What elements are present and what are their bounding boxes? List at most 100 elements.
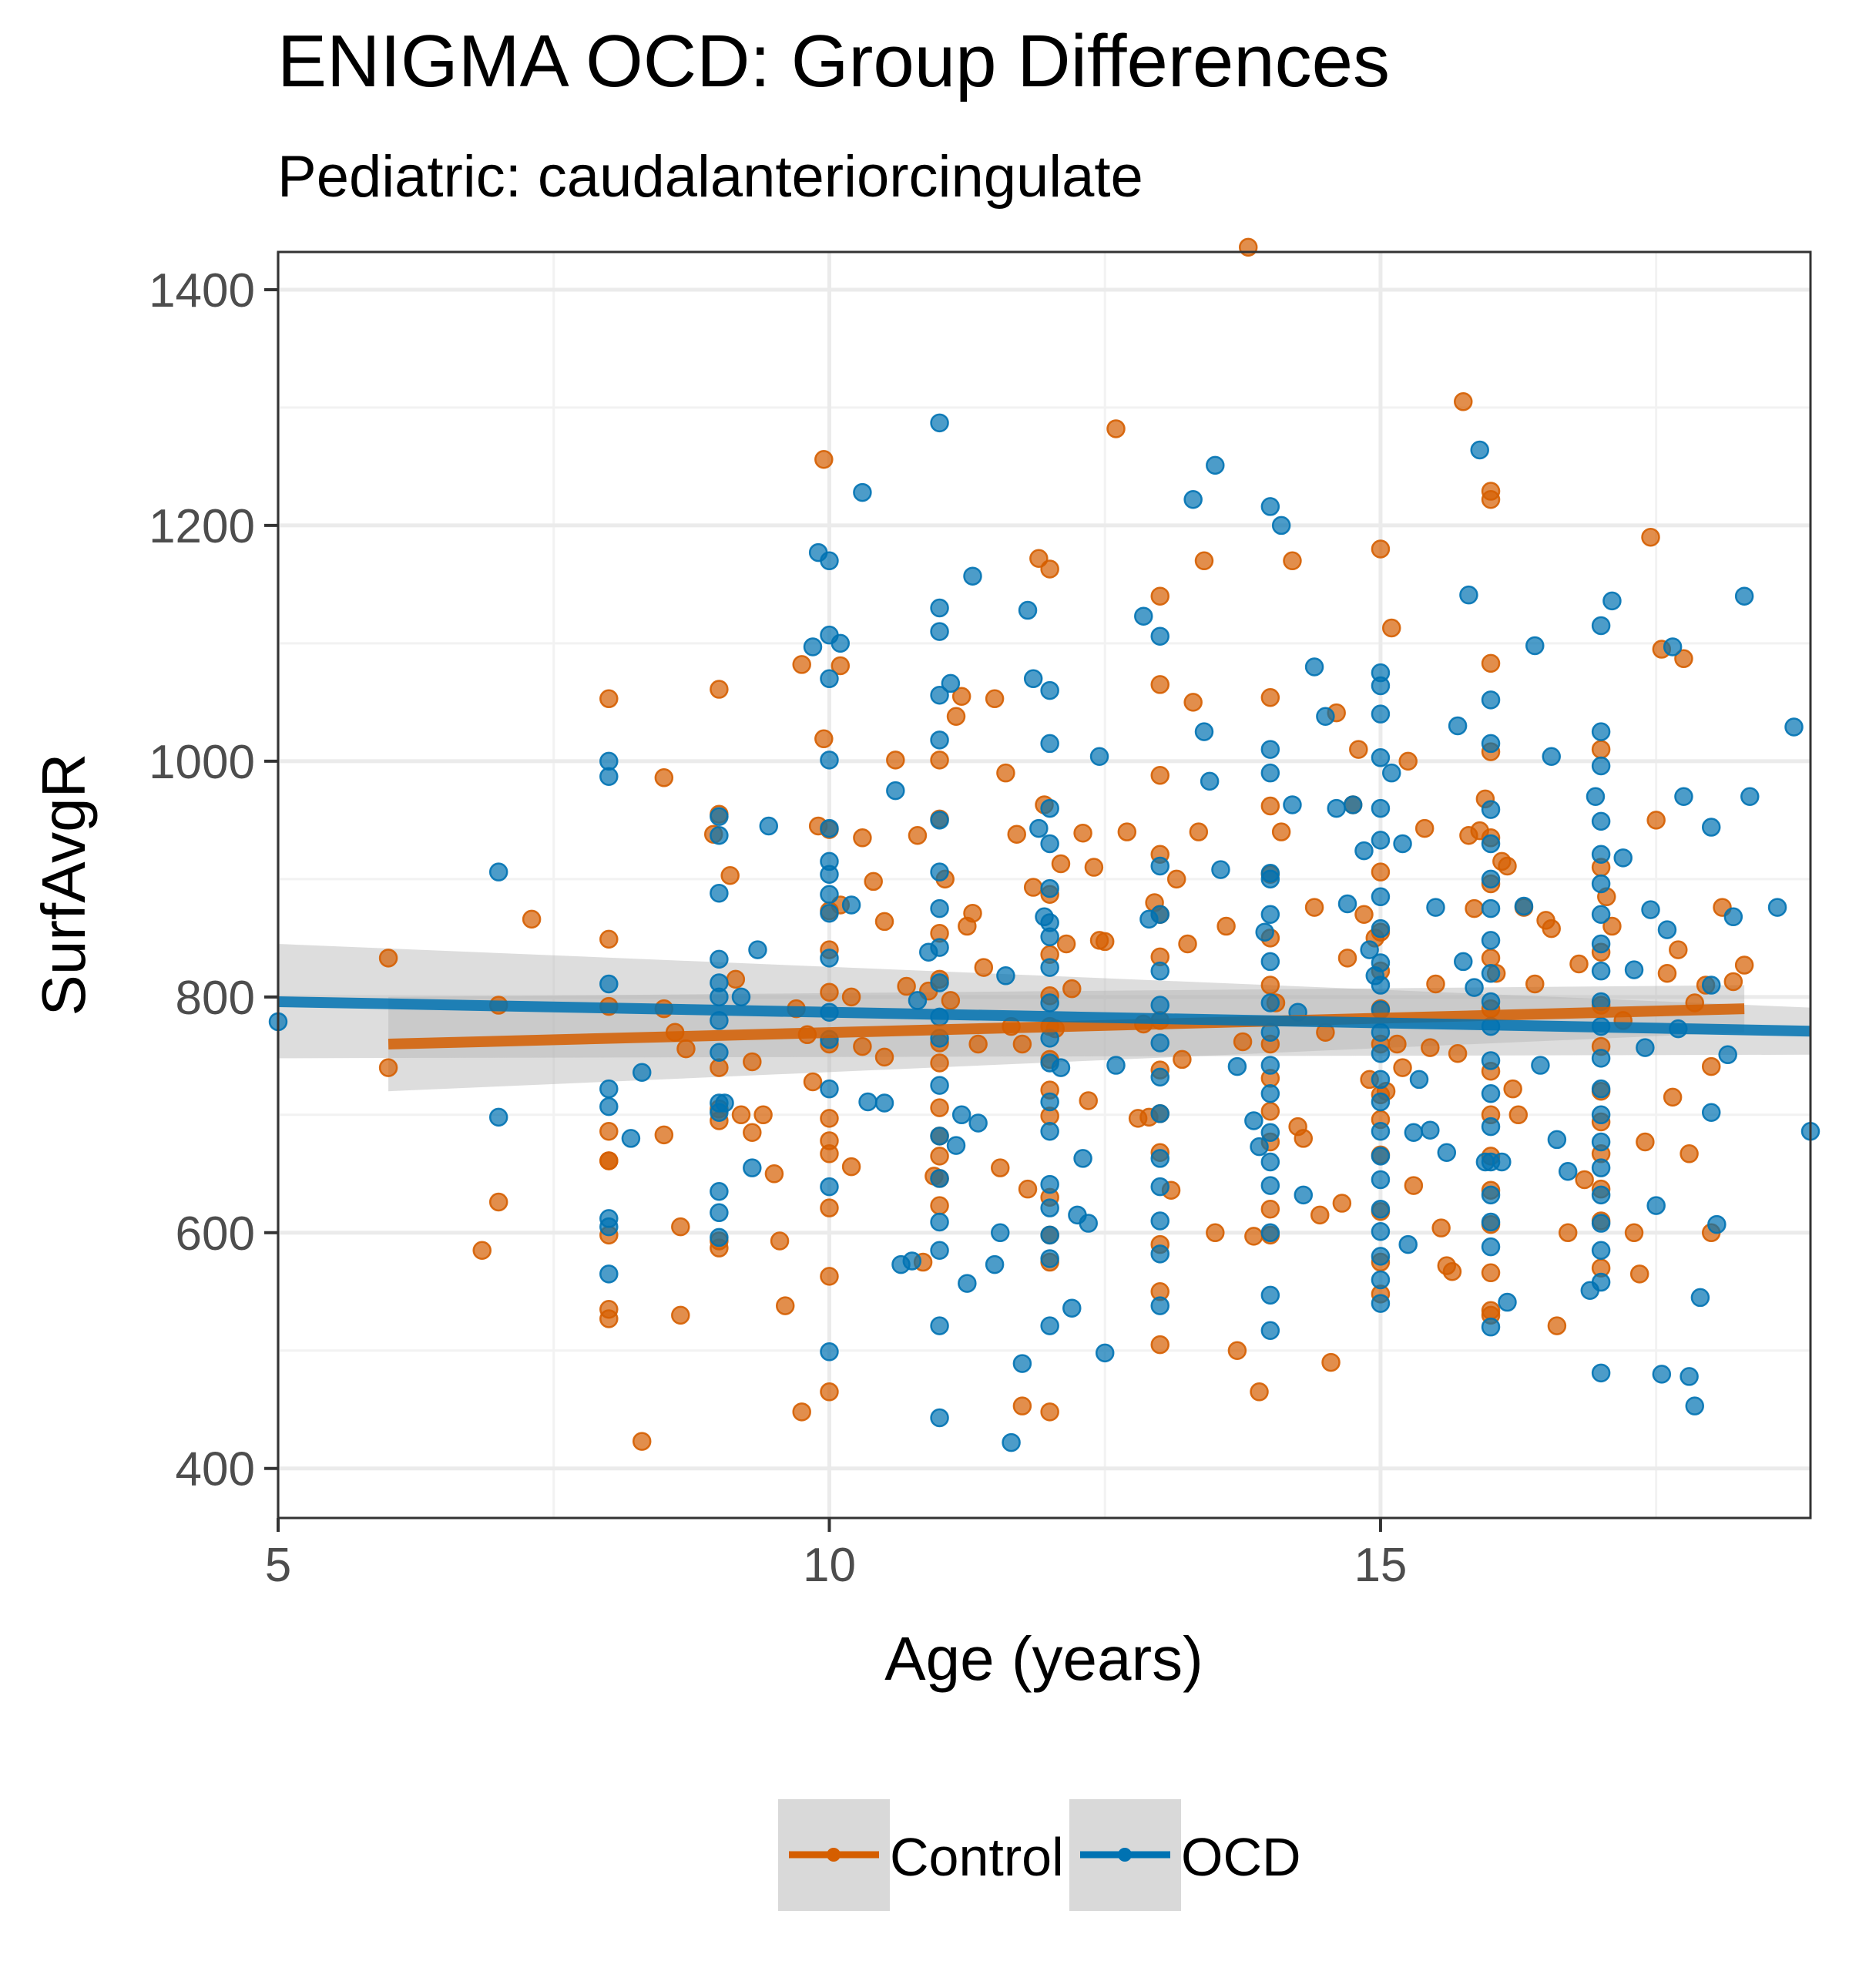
- data-point-ocd: [1371, 1092, 1391, 1112]
- data-point-control: [1260, 1199, 1280, 1219]
- data-point-control: [1680, 1144, 1699, 1164]
- data-point-control: [599, 929, 619, 949]
- data-point-control: [820, 1109, 839, 1128]
- data-point-ocd: [1150, 1067, 1169, 1087]
- data-point-ocd: [1481, 1084, 1501, 1103]
- data-point-control: [1558, 1223, 1578, 1243]
- data-point-ocd: [1150, 961, 1169, 981]
- data-point-ocd: [1260, 1056, 1280, 1075]
- data-point-ocd: [820, 669, 839, 689]
- data-point-control: [968, 1034, 988, 1054]
- data-point-control: [1674, 649, 1693, 669]
- data-point-control: [770, 1231, 790, 1251]
- data-point-ocd: [1371, 676, 1391, 696]
- data-point-ocd: [1040, 878, 1059, 898]
- data-point-ocd: [1591, 756, 1611, 776]
- data-point-ocd: [820, 818, 839, 838]
- data-point-control: [1508, 1105, 1529, 1125]
- data-point-ocd: [1481, 690, 1501, 710]
- data-point-ocd: [1398, 1234, 1418, 1254]
- data-point-ocd: [803, 637, 823, 657]
- data-point-ocd: [1734, 586, 1754, 606]
- data-point-control: [951, 687, 971, 706]
- data-point-ocd: [1685, 1396, 1705, 1415]
- data-point-control: [820, 1144, 839, 1164]
- data-point-ocd: [930, 811, 949, 830]
- data-point-control: [1166, 869, 1186, 889]
- data-point-ocd: [985, 1254, 1005, 1274]
- y-tick-label: 1400: [149, 264, 255, 317]
- data-point-control: [991, 1158, 1010, 1177]
- data-point-control: [753, 1105, 773, 1125]
- data-point-control: [1734, 955, 1754, 975]
- data-point-ocd: [1542, 747, 1561, 767]
- data-point-ocd: [710, 1043, 729, 1062]
- data-point-ocd: [1327, 798, 1346, 818]
- data-point-control: [775, 1296, 795, 1315]
- data-point-control: [671, 1305, 690, 1325]
- data-point-control: [1481, 1263, 1501, 1283]
- data-point-ocd: [1454, 952, 1473, 972]
- data-point-control: [1481, 490, 1501, 509]
- data-point-ocd: [1591, 1272, 1611, 1292]
- data-point-control: [599, 1121, 619, 1141]
- data-point-ocd: [1531, 1056, 1550, 1075]
- data-point-ocd: [1437, 1143, 1457, 1163]
- data-point-ocd: [1740, 787, 1760, 807]
- data-point-ocd: [1040, 734, 1059, 754]
- data-point-ocd: [1150, 1033, 1169, 1053]
- data-point-ocd: [1674, 787, 1693, 807]
- data-point-ocd: [941, 673, 961, 693]
- data-point-control: [599, 1309, 619, 1328]
- data-point-control: [864, 871, 883, 892]
- data-point-control: [1701, 1056, 1721, 1076]
- data-point-ocd: [1227, 1056, 1247, 1076]
- data-point-ocd: [958, 1274, 977, 1293]
- data-point-ocd: [1591, 1079, 1611, 1099]
- data-point-ocd: [930, 1169, 949, 1188]
- data-point-ocd: [1260, 1321, 1280, 1341]
- data-point-control: [378, 949, 398, 968]
- data-point-ocd: [1613, 848, 1633, 868]
- data-point-control: [1238, 237, 1258, 257]
- data-point-ocd: [820, 885, 839, 904]
- data-point-ocd: [1657, 920, 1677, 939]
- data-point-control: [1294, 1129, 1314, 1148]
- data-point-ocd: [1481, 1317, 1501, 1337]
- legend-key-control-point: [827, 1848, 841, 1862]
- data-point-ocd: [1371, 704, 1391, 724]
- legend: Control OCD: [778, 1799, 1301, 1911]
- data-point-ocd: [908, 991, 928, 1010]
- data-point-control: [814, 729, 834, 749]
- data-point-control: [1646, 811, 1666, 830]
- data-point-ocd: [930, 973, 949, 992]
- data-point-control: [886, 751, 905, 770]
- data-point-control: [985, 689, 1005, 709]
- data-point-ocd: [1591, 1214, 1611, 1233]
- data-point-ocd: [1150, 626, 1169, 646]
- data-point-ocd: [621, 1129, 641, 1148]
- data-point-ocd: [1591, 1132, 1611, 1152]
- data-point-ocd: [991, 1223, 1010, 1243]
- data-point-ocd: [874, 1093, 894, 1113]
- data-point-control: [1321, 1352, 1341, 1372]
- data-point-ocd: [841, 895, 861, 915]
- data-point-ocd: [1371, 918, 1391, 939]
- data-point-control: [1150, 1335, 1169, 1355]
- data-point-ocd: [759, 816, 779, 836]
- scatter-points: [268, 237, 1820, 1452]
- data-point-ocd: [1371, 1222, 1391, 1241]
- data-point-control: [1414, 818, 1435, 838]
- data-point-ocd: [1591, 1105, 1611, 1125]
- data-point-ocd: [710, 949, 729, 969]
- data-point-control: [1442, 1262, 1462, 1281]
- data-point-ocd: [1481, 734, 1501, 754]
- data-point-ocd: [743, 1158, 762, 1177]
- data-point-control: [743, 1052, 762, 1072]
- data-point-ocd: [930, 938, 949, 957]
- data-point-ocd: [748, 940, 767, 959]
- data-point-ocd: [1371, 798, 1391, 818]
- data-point-ocd: [1371, 953, 1391, 972]
- data-point-control: [599, 1151, 619, 1170]
- data-point-control: [472, 1241, 492, 1260]
